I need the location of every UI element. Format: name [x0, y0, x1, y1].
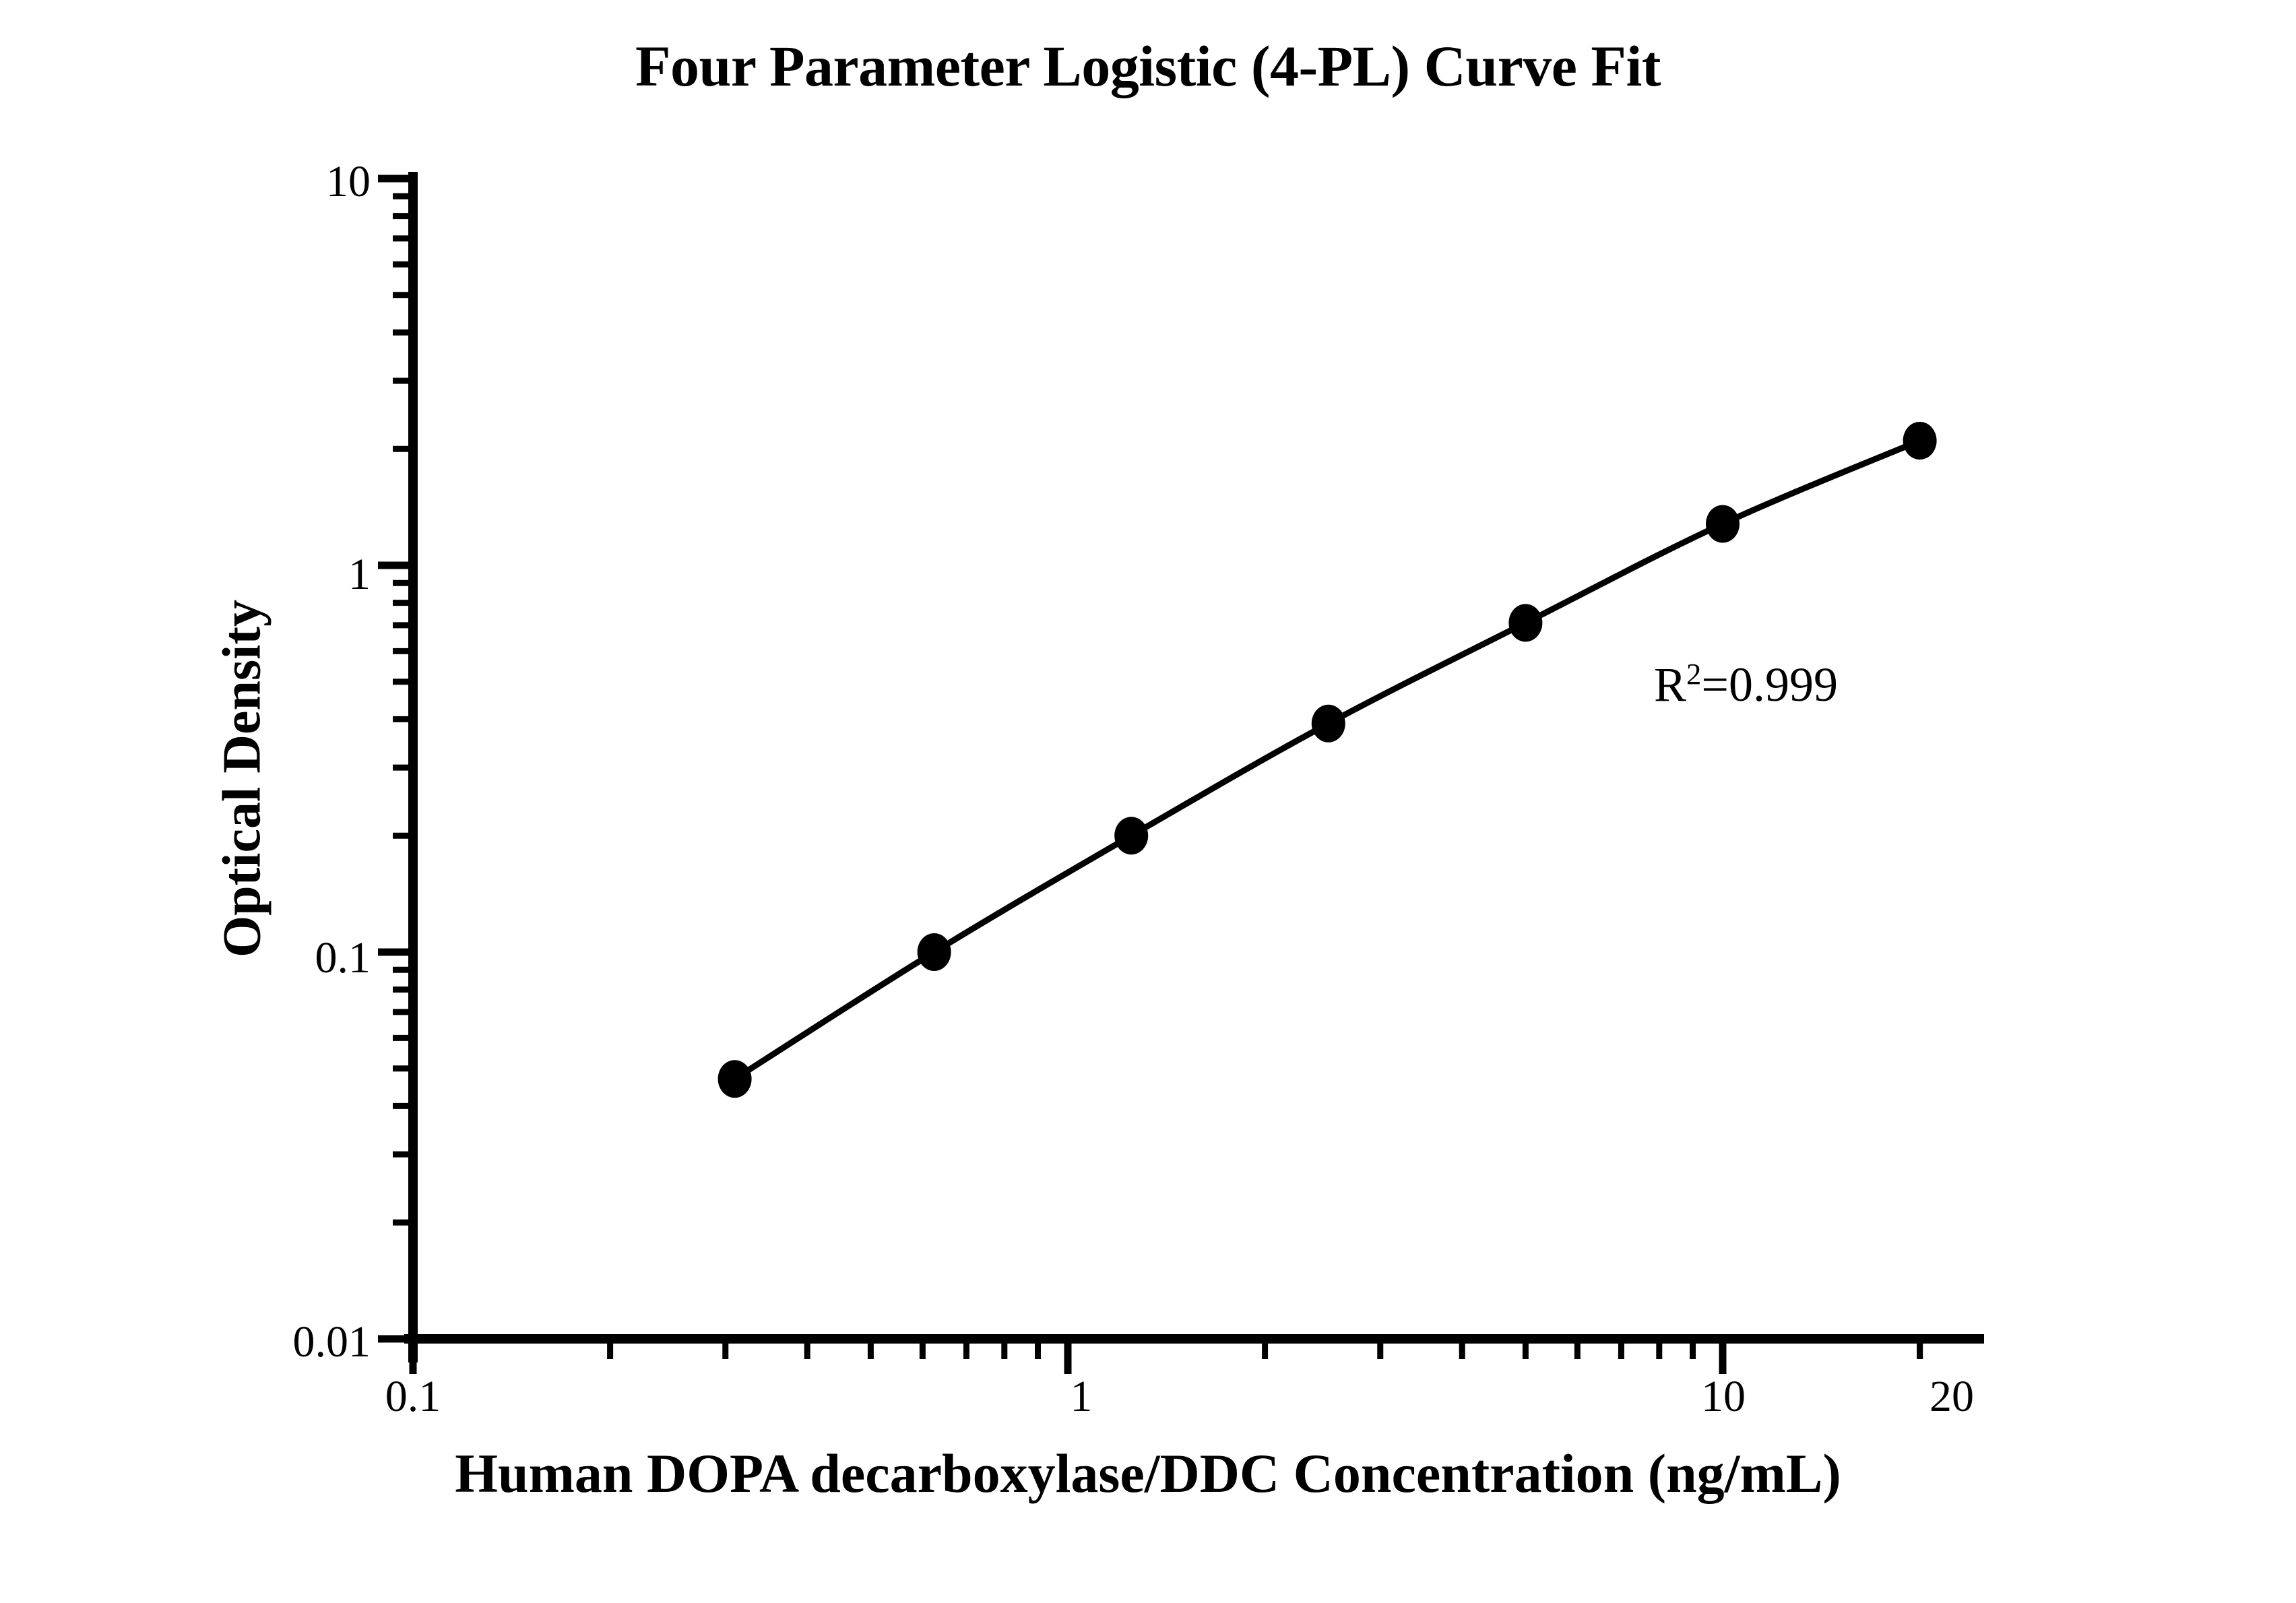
data-point-marker: [1706, 505, 1740, 543]
r2-value: =0.999: [1701, 658, 1838, 712]
y-tick-label-10: 10: [326, 157, 371, 206]
y-tick-label-0.1: 0.1: [315, 933, 371, 982]
x-tick-label-20: 20: [1930, 1372, 1974, 1421]
data-point-marker: [1311, 704, 1345, 743]
data-point-marker: [1114, 817, 1149, 855]
data-point-markers: [718, 422, 1937, 1098]
x-tick-label-0.1: 0.1: [385, 1372, 441, 1421]
y-axis-ticks: [378, 175, 413, 1343]
x-tick-label-1: 1: [1070, 1372, 1093, 1421]
data-point-marker: [718, 1060, 752, 1098]
data-point-marker: [917, 933, 951, 971]
x-axis-title: Human DOPA decarboxylase/DDC Concentrati…: [455, 1443, 1841, 1504]
r2-exponent: 2: [1686, 657, 1702, 691]
r2-symbol: R: [1654, 658, 1687, 712]
data-point-marker: [1903, 422, 1937, 460]
fit-curve-line: [732, 437, 1923, 1082]
x-axis-ticks: [409, 1339, 1923, 1374]
y-tick-label-1: 1: [348, 550, 371, 599]
chart-title: Four Parameter Logistic (4-PL) Curve Fit: [635, 34, 1661, 98]
data-point-marker: [1508, 604, 1543, 642]
r2-annotation: R2=0.999: [1654, 657, 1838, 713]
x-tick-label-10: 10: [1701, 1372, 1746, 1421]
y-tick-label-0.01: 0.01: [292, 1317, 371, 1366]
